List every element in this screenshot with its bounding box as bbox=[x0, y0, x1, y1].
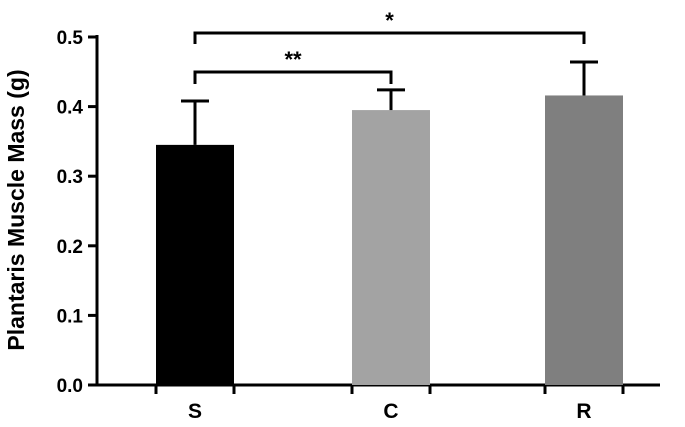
error-bars bbox=[181, 60, 598, 145]
significance-brackets: *** bbox=[193, 8, 586, 84]
x-category-label: S bbox=[188, 400, 202, 423]
y-tick-label: 0.4 bbox=[57, 98, 84, 119]
y-axis-title: Plantaris Muscle Mass (g) bbox=[3, 69, 29, 350]
y-tick-label: 0.2 bbox=[57, 237, 83, 258]
x-category-label: R bbox=[576, 400, 591, 423]
significance-label: ** bbox=[284, 47, 302, 72]
y-tick-label: 0.1 bbox=[57, 306, 84, 327]
bar-c bbox=[352, 110, 430, 385]
significance-label: * bbox=[385, 8, 394, 33]
y-tick-label: 0.5 bbox=[57, 28, 84, 49]
y-tick-label: 0.0 bbox=[57, 376, 83, 397]
bars bbox=[156, 95, 623, 386]
y-tick-label: 0.3 bbox=[57, 167, 83, 188]
bar-s bbox=[156, 144, 234, 385]
bar-r bbox=[545, 95, 623, 386]
significance-bracket bbox=[193, 31, 586, 44]
significance-bracket bbox=[193, 70, 393, 84]
x-category-label: C bbox=[383, 400, 398, 423]
